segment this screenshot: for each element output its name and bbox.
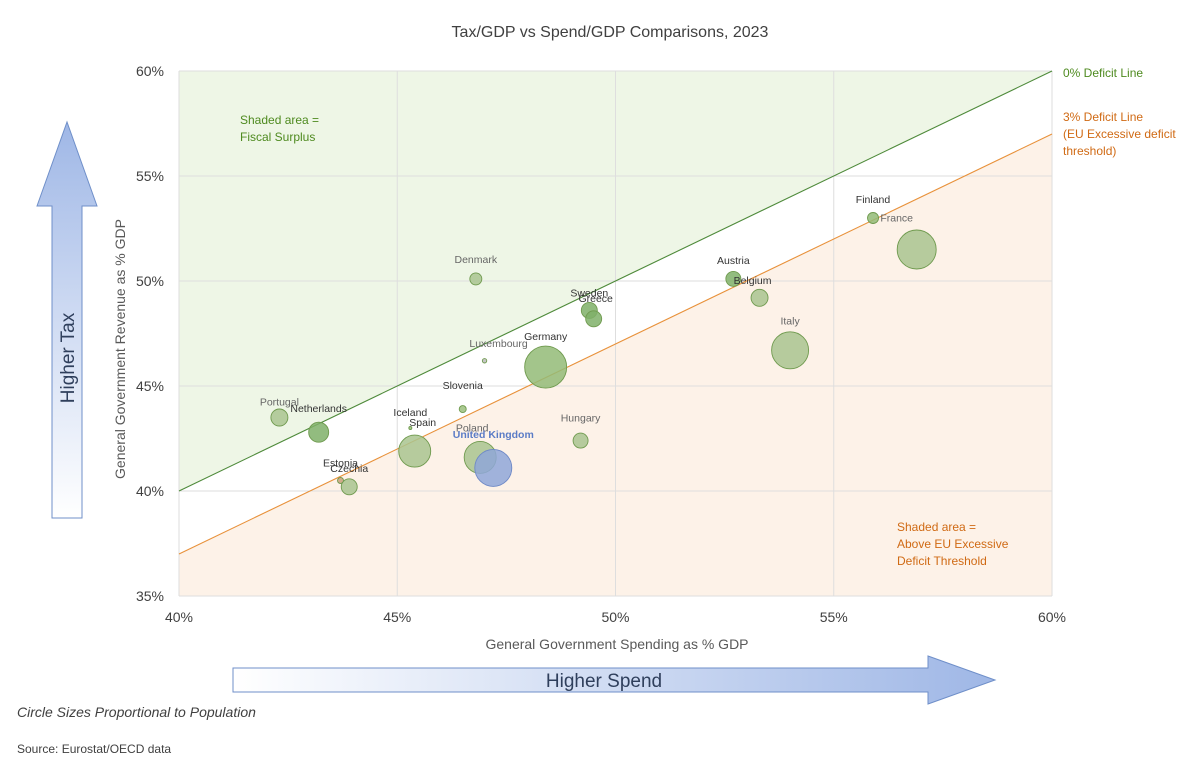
x-tick-label: 60% [1038,609,1066,625]
bubble-spain [398,434,432,468]
bubble-netherlands [308,421,330,443]
y-tick-label: 45% [136,378,164,394]
bubble-italy [771,331,810,370]
point-label-iceland: Iceland [393,407,427,419]
bubble-france [896,229,937,270]
bubble-iceland [408,426,413,430]
point-label-greece: Greece [578,293,613,305]
higher-tax-label: Higher Tax [58,312,79,403]
x-axis-ticks: 40% 45% 50% 55% 60% [165,609,1066,625]
y-tick-label: 55% [136,168,164,184]
bubble-estonia [337,477,344,484]
point-label-germany: Germany [524,331,568,343]
point-label-austria: Austria [717,255,750,267]
excessive-note-line-2: Above EU Excessive [897,537,1009,551]
x-axis-label: General Government Spending as % GDP [485,636,748,652]
zero-deficit-line-label: 0% Deficit Line [1063,66,1143,80]
surplus-note-line-2: Fiscal Surplus [240,130,315,144]
point-label-denmark: Denmark [455,254,498,266]
bubble-united-kingdom [474,448,513,487]
bubble-czechia [340,478,358,496]
bubble-denmark [469,272,483,286]
x-tick-label: 40% [165,609,193,625]
bubble-hungary [572,432,589,449]
y-tick-label: 60% [136,63,164,79]
zero-deficit-line [178,70,1053,492]
surplus-note-line-1: Shaded area = [240,113,319,127]
higher-spend-label: Higher Spend [546,671,662,692]
point-label-sweden: Sweden [570,287,608,299]
y-tick-label: 35% [136,588,164,604]
bubble-greece [585,310,603,328]
point-label-belgium: Belgium [734,275,772,287]
three-deficit-line-label-1: 3% Deficit Line [1063,110,1143,124]
higher-tax-arrow: Higher Tax [36,120,98,519]
footer-source: Source: Eurostat/OECD data [17,742,171,756]
bubble-luxembourg [481,358,488,364]
y-axis-label: General Government Revenue as % GDP [112,219,128,479]
bubble-germany [524,345,568,389]
footer-note: Circle Sizes Proportional to Population [17,704,256,720]
x-tick-label: 45% [383,609,411,625]
point-label-luxembourg: Luxembourg [469,338,528,350]
point-label-poland: Poland [456,422,489,434]
point-label-slovenia: Slovenia [443,380,483,392]
point-label-portugal: Portugal [260,397,299,409]
bubble-austria [725,270,742,287]
y-tick-label: 50% [136,273,164,289]
point-label-spain: Spain [409,417,436,429]
point-label-italy: Italy [780,315,800,327]
y-tick-label: 40% [136,483,164,499]
point-label-finland: Finland [856,194,891,206]
excessive-note-line-1: Shaded area = [897,520,976,534]
three-deficit-line-label-2: (EU Excessive deficit [1063,127,1176,141]
bubble-slovenia [458,405,467,414]
higher-spend-arrow: Higher Spend [232,655,997,705]
bubble-belgium [750,288,769,307]
chart-title: Tax/GDP vs Spend/GDP Comparisons, 2023 [452,24,769,41]
three-deficit-line-label-3: threshold) [1063,144,1116,158]
point-label-france: France [880,213,913,225]
bubble-finland [867,212,879,224]
y-axis-ticks: 35% 40% 45% 50% 55% 60% [136,63,164,604]
point-label-united-kingdom: United Kingdom [453,429,534,441]
bubble-portugal [270,408,289,427]
excessive-note-line-3: Deficit Threshold [897,554,987,568]
x-tick-label: 50% [601,609,629,625]
point-label-czechia: Czechia [330,463,368,475]
three-deficit-line [178,133,1053,555]
point-label-estonia: Estonia [323,458,358,470]
deficit-lines [178,70,1053,555]
x-tick-label: 55% [820,609,848,625]
point-label-hungary: Hungary [561,413,601,425]
point-label-netherlands: Netherlands [290,403,347,415]
